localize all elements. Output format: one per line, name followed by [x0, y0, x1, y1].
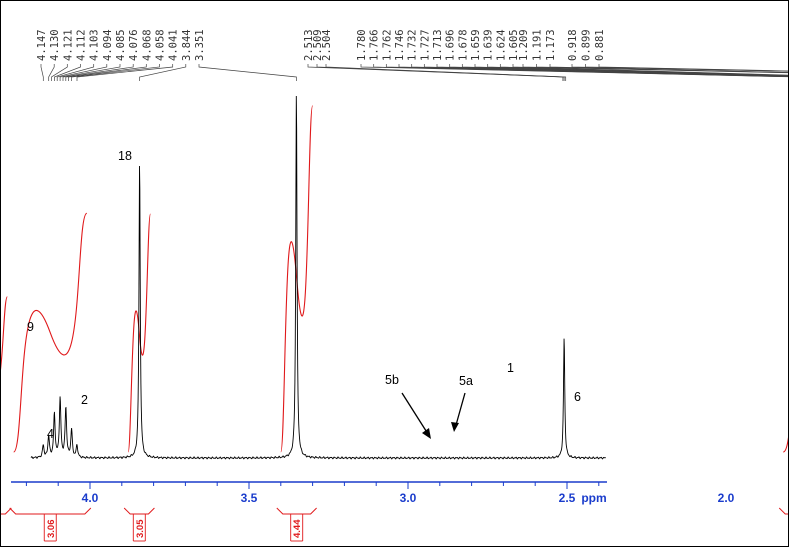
peak-label: 0.899: [581, 29, 593, 61]
peak-label: 1.732: [407, 29, 419, 61]
peak-label: 4.041: [168, 29, 180, 61]
peak-label: 4.068: [141, 29, 153, 61]
integral-curve-4: [280, 105, 314, 453]
integral-bracket-5: [778, 507, 788, 515]
peak-label-connector: [598, 64, 788, 72]
peak-label: 1.639: [483, 29, 495, 61]
peak-label: 2.509: [312, 29, 324, 61]
peak-label: 1.624: [495, 29, 507, 61]
integral-curve-5: [782, 437, 788, 453]
peak-label: 4.085: [115, 29, 127, 61]
annotation-6: 6: [574, 390, 581, 404]
peak-label-connector: [51, 64, 68, 81]
tick-label: 3.5: [241, 491, 258, 505]
signal-annotations: 9 4 2 18 5b 5a 1 6: [27, 149, 581, 441]
peak-label: 1.762: [381, 29, 393, 61]
peak-label-connector: [549, 64, 788, 73]
spectrum-trace: [30, 95, 607, 460]
arrow-5a: [455, 392, 466, 426]
peak-label: 4.094: [102, 29, 114, 61]
peak-label: 4.147: [36, 29, 48, 61]
peak-label: 2.504: [321, 29, 333, 61]
integral-curve-2: [13, 212, 88, 453]
annotation-5b: 5b: [385, 373, 399, 387]
annotation-9: 9: [27, 320, 34, 334]
integral-curve-3: [127, 213, 151, 453]
peak-label: 1.713: [432, 29, 444, 61]
axis-unit-label: ppm: [581, 491, 606, 505]
integral-curve-1: [1, 296, 8, 371]
peak-label-connector: [585, 64, 788, 72]
peak-label-connector: [48, 64, 55, 81]
peak-label-connector: [198, 64, 297, 81]
peak-label: 4.058: [155, 29, 167, 61]
peak-label: 3.844: [181, 29, 193, 61]
tick-label: 4.0: [82, 491, 99, 505]
peak-label: 4.076: [128, 29, 140, 61]
peak-label-connector: [59, 64, 108, 81]
peak-label-connector: [373, 64, 788, 78]
peak-label: 1.727: [419, 29, 431, 61]
peak-label-connector: [139, 64, 187, 81]
peak-label: 2.513: [303, 29, 315, 61]
peak-label: 1.605: [508, 29, 520, 61]
annotation-5a: 5a: [459, 374, 473, 388]
peak-label: 4.130: [49, 29, 61, 61]
peak-label-connector: [65, 64, 134, 81]
peak-label: 1.191: [532, 29, 544, 61]
peak-label: 1.173: [545, 29, 557, 61]
peak-label: 4.103: [89, 29, 101, 61]
peak-label: 1.766: [369, 29, 381, 61]
tick-label: 2.0: [718, 491, 735, 505]
peak-label-connector: [40, 64, 44, 81]
peak-label-connector: [512, 64, 788, 76]
peak-label-connector: [62, 64, 121, 81]
peak-label-connector: [325, 64, 567, 81]
peak-label: 1.696: [445, 29, 457, 61]
spectrum-line: [30, 95, 607, 460]
integral-value-4: 4.44: [292, 519, 303, 538]
peak-label: 0.918: [567, 29, 579, 61]
peak-label: 1.659: [470, 29, 482, 61]
peak-label-connector: [56, 64, 95, 81]
integral-value-3: 3.05: [135, 519, 146, 538]
annotation-2: 2: [81, 393, 88, 407]
integral-value-2: 3.06: [46, 520, 57, 539]
peak-label: 1.678: [457, 29, 469, 61]
tick-label: 3.0: [400, 491, 417, 505]
arrow-5b: [401, 392, 429, 435]
annotation-1: 1: [507, 361, 514, 375]
peak-label-connector: [571, 64, 788, 72]
peak-label: 3.351: [194, 29, 206, 61]
integral-curves: [1, 105, 788, 453]
integral-bracket-4: [276, 507, 317, 515]
peak-label-connector: [68, 64, 147, 81]
peak-label: 4.121: [62, 29, 74, 61]
peak-label-connector: [71, 64, 160, 81]
arrowhead-5a: [451, 422, 459, 432]
peak-label-connector: [76, 64, 174, 81]
peak-label: 4.112: [76, 29, 88, 61]
peak-label: 1.780: [356, 29, 368, 61]
integral-bracket-3: [123, 507, 155, 515]
peak-label-connector: [54, 64, 81, 81]
peak-label-connector: [307, 64, 564, 81]
integral-value-boxes: 1.993.063.054.442.073.063.03: [1, 507, 788, 542]
peak-label-connector: [360, 64, 788, 78]
tick-label: 2.5: [559, 491, 576, 505]
peak-label: 1.209: [518, 29, 530, 61]
annotation-18: 18: [118, 149, 132, 163]
peak-label: 0.881: [594, 29, 606, 61]
peak-label: 1.746: [394, 29, 406, 61]
integral-bracket-2: [9, 507, 92, 515]
peak-list-labels: 4.147 4.130 4.121 4.112 4.103 4.094 4.085 4.076…: [36, 29, 788, 81]
annotation-4: 4: [47, 427, 54, 441]
arrowhead-5b: [422, 428, 431, 439]
integral-bracket-1: [1, 507, 12, 515]
